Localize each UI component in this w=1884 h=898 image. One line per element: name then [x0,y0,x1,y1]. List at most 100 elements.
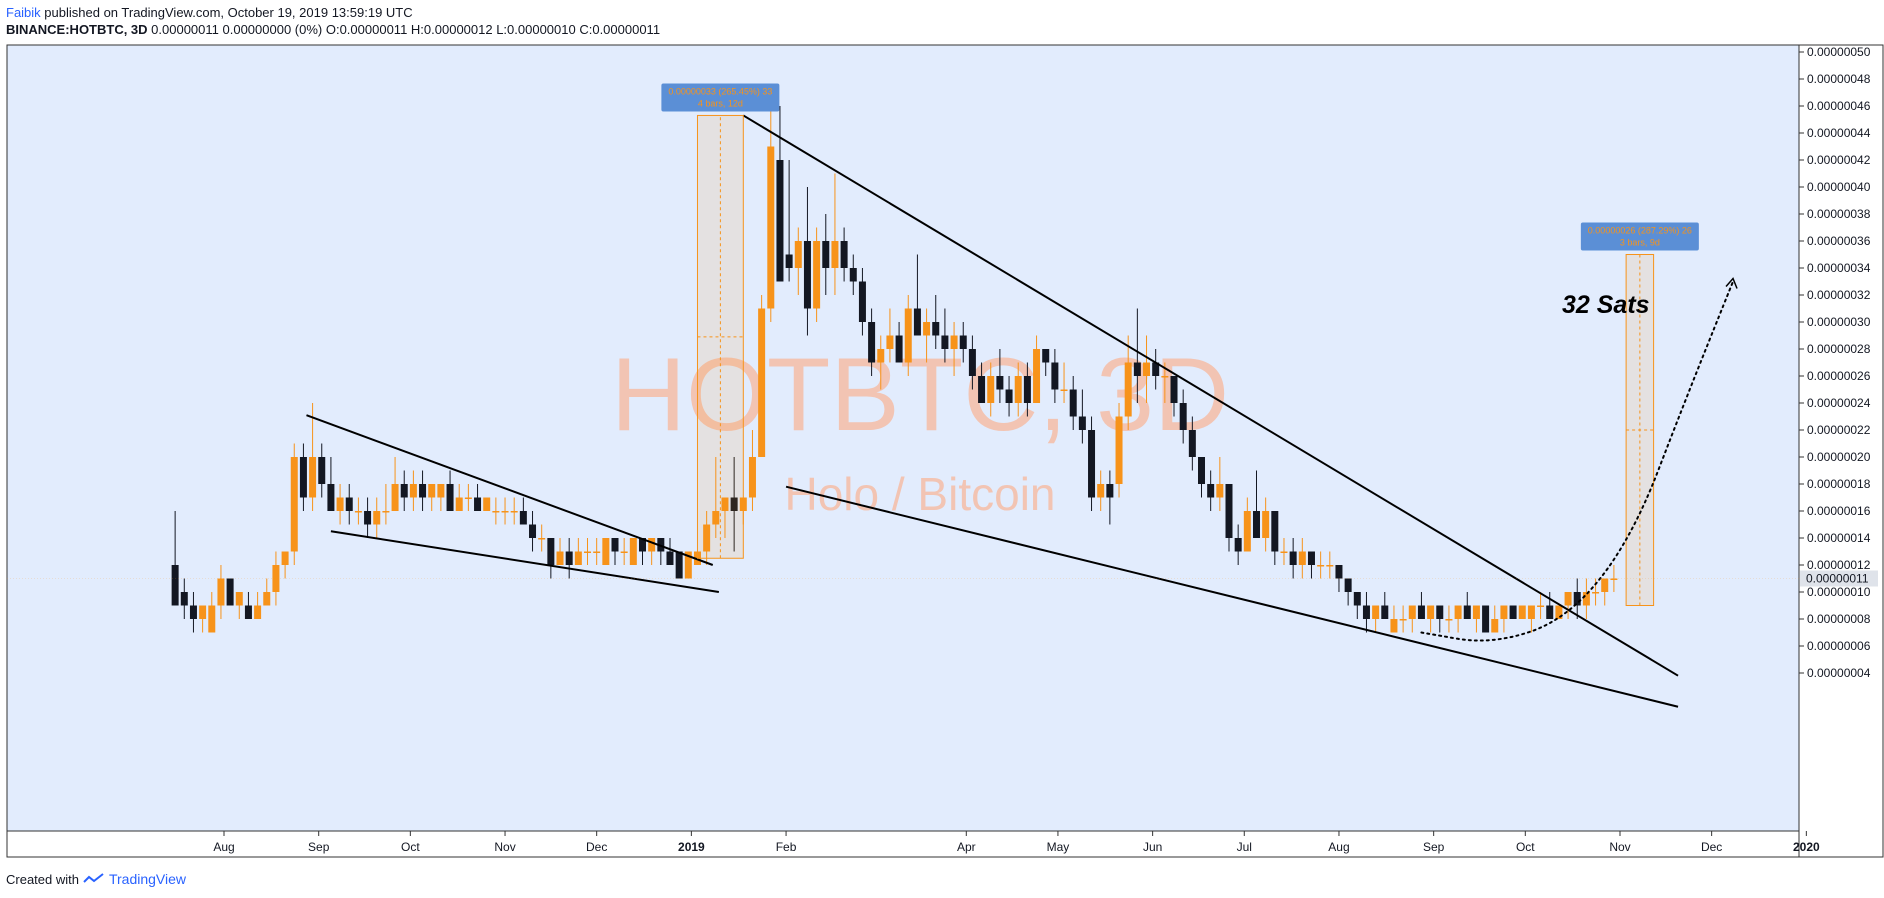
candle-body [620,551,628,553]
candle [1335,565,1343,592]
symbol-label: BINANCE:HOTBTC, 3D [6,22,148,37]
candle-body [1362,605,1370,619]
author-link[interactable]: Faibik [6,5,41,20]
candle-body [1582,592,1590,606]
candle-body [1372,605,1380,619]
candle [794,227,802,295]
current-price-badge [1800,570,1878,587]
range-label-box [661,83,780,112]
candle-body [803,241,811,309]
candle-body [721,497,729,511]
candle-body [1417,605,1425,619]
candle [868,308,876,376]
candle-body [290,457,298,552]
x-tick-label: Sep [1423,840,1445,854]
candle [886,308,894,363]
candle [1555,605,1563,619]
candle-body [1546,605,1554,619]
candle [437,484,445,511]
candle [638,538,646,565]
candle-body [336,497,344,511]
tradingview-brand-link[interactable]: TradingView [108,871,187,887]
candle [1271,511,1279,565]
candle-body [1161,376,1169,378]
candle-body [1537,605,1545,607]
candle-body [1133,362,1141,376]
candle-body [675,551,683,579]
candle-body [1060,389,1068,391]
candle-body [1335,565,1343,579]
x-axis-ticks: Aug Sep Oct Nov Dec 2019 Feb Apr May Jun Jul Aug Sep… [213,831,1820,854]
candle-body [171,565,179,606]
candle [189,592,197,633]
candle [1298,538,1306,579]
candle-body [437,484,445,498]
publish-line: Faibik published on TradingView.com, Oct… [6,4,660,21]
candle-body [748,457,756,498]
y-axis-ticks: 0.00000050 0.00000048 0.00000046 0.00000044… [7,45,1878,680]
candle-body [1216,484,1224,498]
trendline [330,530,720,593]
candle [327,457,335,511]
candle [822,214,830,295]
candle-body [840,241,848,268]
candle-body [235,592,243,606]
candle [318,443,326,498]
candle [987,362,995,417]
candle [923,308,931,363]
candle-body [455,497,463,511]
candle-body [1097,484,1105,498]
candle-body [538,538,546,540]
candle [235,592,243,619]
candle-body [1188,430,1196,457]
price-range: 0.00000026 (287.29%) 26 3 bars, 9d [1580,222,1699,606]
candle-body [364,511,372,525]
candle [703,511,711,565]
candle-body [1436,605,1444,619]
candle-body [263,592,271,606]
candle [501,497,509,525]
candle-body [510,511,518,513]
range-label-change: 0.00000026 (287.29%) 26 [1588,226,1692,236]
candle-body [464,497,472,499]
candle [1234,524,1242,565]
y-tick-label: 0.00000004 [1807,666,1871,680]
candle-body [1088,430,1096,498]
x-tick-label: Jul [1237,840,1252,854]
candle [1537,592,1545,619]
candle [877,335,885,390]
candle-body [904,308,912,363]
candle-body [1445,619,1453,621]
candle-body [868,322,876,363]
price-chart[interactable]: HOTBTC, 3D Holo / Bitcoin 0.00000033 (26… [0,40,1884,865]
symbol-line: BINANCE:HOTBTC, 3D 0.00000011 0.00000000… [6,21,660,38]
candle [941,308,949,363]
candle-body [1051,362,1059,390]
candle [1417,592,1425,619]
candle-body [1106,484,1114,498]
candle [1179,389,1187,444]
candle-body [1500,605,1508,619]
candle-body [1390,619,1398,633]
candle-body [327,484,335,511]
candle-body [1454,605,1462,619]
candle-body [1592,592,1600,594]
candle-body [1170,376,1178,403]
candle [529,511,537,552]
candle [208,592,216,633]
candle-body [629,538,637,565]
candle-body [373,511,381,525]
candle-body [1069,389,1077,417]
candle [1344,578,1352,606]
candle [1491,605,1499,633]
candle [629,538,637,565]
candle-body [501,511,509,513]
y-tick-label: 0.00000012 [1807,558,1871,572]
candle-body [1271,511,1279,552]
candle-body [1307,551,1315,565]
x-tick-label: 2019 [678,840,705,854]
candle-body [886,335,894,349]
candle-body [556,551,564,565]
candle [584,538,592,565]
candle-body [1033,349,1041,403]
